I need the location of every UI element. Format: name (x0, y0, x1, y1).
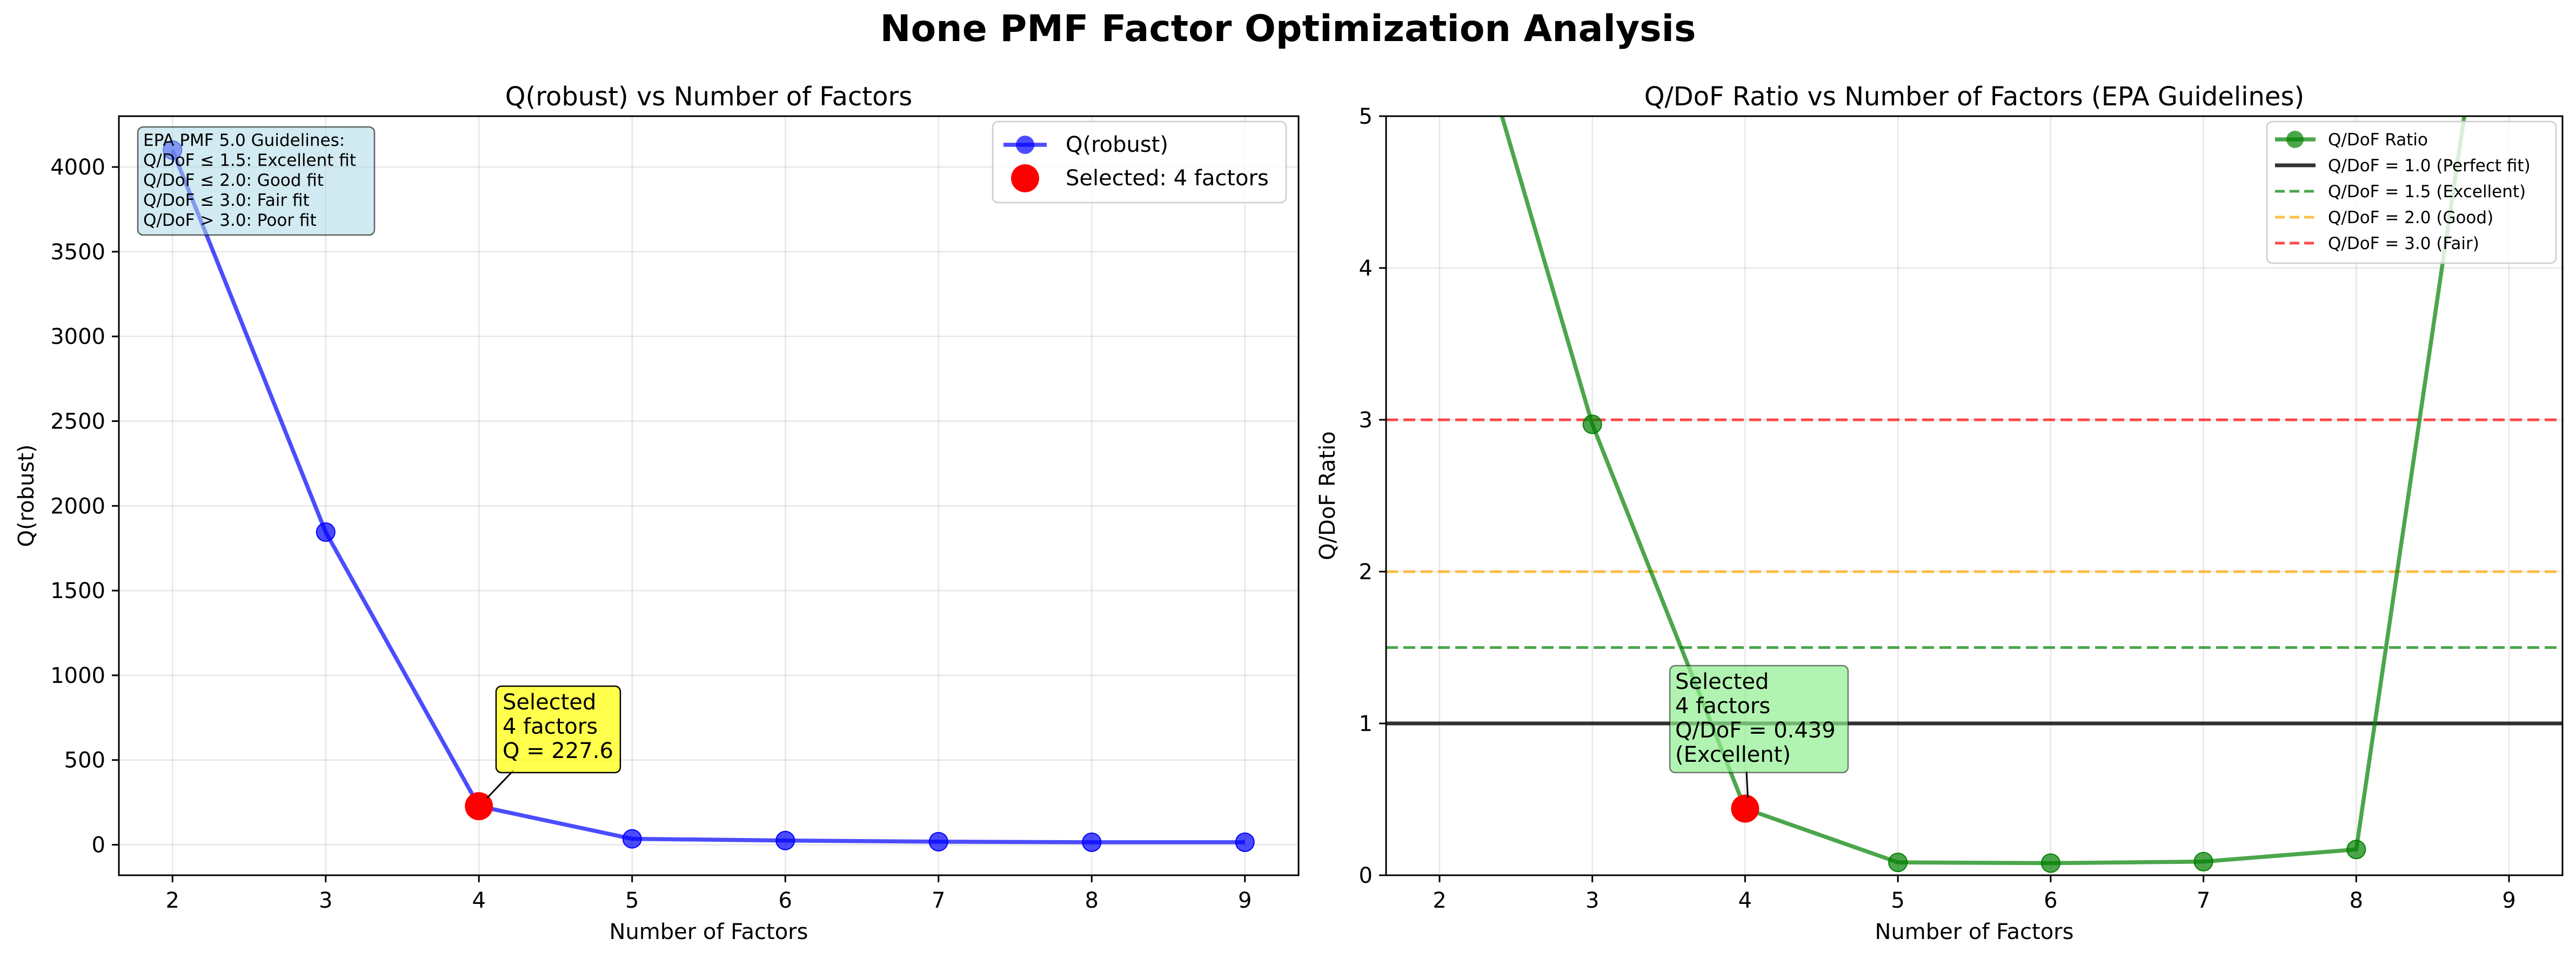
annotation-text: Q = 227.6 (503, 739, 613, 763)
x-tick-label: 8 (2350, 888, 2363, 913)
y-tick-label: 2500 (50, 410, 105, 434)
data-point (1582, 414, 1602, 434)
guidelines-line: Q/DoF > 3.0: Poor fit (143, 211, 317, 230)
y-tick-label: 0 (92, 833, 105, 858)
y-tick-label: 1000 (50, 663, 105, 688)
y-tick-label: 2 (1359, 560, 1373, 585)
x-tick-label: 5 (625, 888, 639, 913)
axes-frame (118, 115, 1300, 876)
data-point (622, 829, 642, 849)
guidelines-line: EPA PMF 5.0 Guidelines: (143, 131, 345, 150)
data-point (2193, 851, 2213, 871)
legend-label: Q/DoF = 1.5 (Excellent) (2328, 182, 2526, 202)
data-point (1235, 832, 1255, 852)
data-point (2346, 840, 2366, 860)
series-line (170, 149, 1245, 844)
data-point (775, 830, 795, 850)
legend-label: Q(robust) (1066, 132, 1168, 157)
figure-title: None PMF Factor Optimization Analysis (880, 8, 1696, 50)
annotation-box (495, 685, 621, 774)
guidelines-line: Q/DoF ≤ 1.5: Excellent fit (143, 151, 356, 170)
annotation-text: Q/DoF = 0.439 (1675, 718, 1836, 743)
guidelines-line: Q/DoF ≤ 3.0: Fair fit (143, 191, 310, 210)
selected-point (1731, 794, 1759, 823)
legend-label: Q/DoF Ratio (2328, 130, 2428, 150)
q-robust-chart: 2 3 4 5 6 7 8 9 0 500 1000 1500 2000 2500 3000 3500 4000… (14, 82, 1300, 944)
data-point (316, 522, 336, 542)
x-tick-label: 2 (1433, 888, 1446, 913)
annotation-text: 4 factors (1675, 694, 1770, 719)
legend-marker (2286, 131, 2304, 148)
y-tick-label: 0 (1359, 863, 1373, 888)
legend-label: Q/DoF = 3.0 (Fair) (2328, 234, 2479, 253)
legend-label: Q/DoF = 2.0 (Good) (2328, 208, 2493, 227)
legend-marker (1016, 136, 1034, 154)
annotation-text: Selected (1675, 669, 1769, 694)
legend-label: Selected: 4 factors (1066, 166, 1269, 191)
x-tick-label: 7 (932, 888, 945, 913)
x-tick-label: 4 (472, 888, 486, 913)
y-axis-label: Q/DoF Ratio (1315, 431, 1340, 560)
q-dof-chart: 2 3 4 5 6 7 8 9 0 1 2 3 4 5 Q/DoF Ratio vs Number of F… (1315, 82, 2564, 944)
chart-title: Q(robust) vs Number of Factors (505, 82, 912, 112)
annotation-arrow (1745, 770, 1749, 798)
data-point (928, 831, 948, 851)
annotation-arrow (486, 769, 514, 799)
x-tick-label: 2 (166, 888, 179, 913)
y-tick-label: 1500 (50, 579, 105, 603)
x-tick-label: 4 (1738, 888, 1752, 913)
axes-frame (1385, 115, 2564, 876)
annotation-text: (Excellent) (1675, 742, 1791, 767)
y-tick-label: 4000 (50, 155, 105, 180)
series-line (1500, 116, 2467, 866)
y-tick-label: 3 (1359, 408, 1373, 433)
guidelines-line: Q/DoF ≤ 2.0: Good fit (143, 171, 324, 190)
x-axis-label: Number of Factors (610, 920, 808, 944)
annotation-text: Selected (503, 690, 596, 715)
x-tick-label: 9 (1238, 888, 1252, 913)
x-tick-label: 9 (2502, 888, 2515, 913)
x-tick-label: 8 (1085, 888, 1099, 913)
y-tick-label: 500 (64, 748, 105, 773)
data-point (2040, 853, 2060, 873)
x-tick-label: 5 (1891, 888, 1904, 913)
x-tick-label: 7 (2197, 888, 2210, 913)
data-point (1888, 853, 1908, 873)
y-tick-label: 3000 (50, 325, 105, 350)
legend-marker (1011, 164, 1039, 192)
y-tick-label: 1 (1359, 712, 1373, 736)
x-tick-label: 6 (2044, 888, 2057, 913)
legend-label: Q/DoF = 1.0 (Perfect fit) (2328, 156, 2531, 176)
annotation-box (1669, 665, 1849, 774)
x-tick-label: 3 (1585, 888, 1599, 913)
data-point (1082, 832, 1102, 852)
y-tick-label: 4 (1359, 256, 1373, 281)
legend (992, 120, 1287, 204)
x-tick-label: 3 (319, 888, 332, 913)
y-tick-label: 3500 (50, 240, 105, 265)
legend (2266, 120, 2557, 264)
x-tick-label: 6 (779, 888, 792, 913)
guidelines-box (137, 126, 376, 236)
y-tick-label: 5 (1359, 104, 1373, 129)
chart-title: Q/DoF Ratio vs Number of Factors (EPA Gu… (1644, 82, 2304, 112)
annotation-text: 4 factors (503, 714, 598, 739)
x-axis-label: Number of Factors (1875, 920, 2074, 944)
y-axis-label: Q(robust) (14, 445, 39, 547)
selected-point (465, 792, 493, 821)
y-tick-label: 2000 (50, 494, 105, 519)
